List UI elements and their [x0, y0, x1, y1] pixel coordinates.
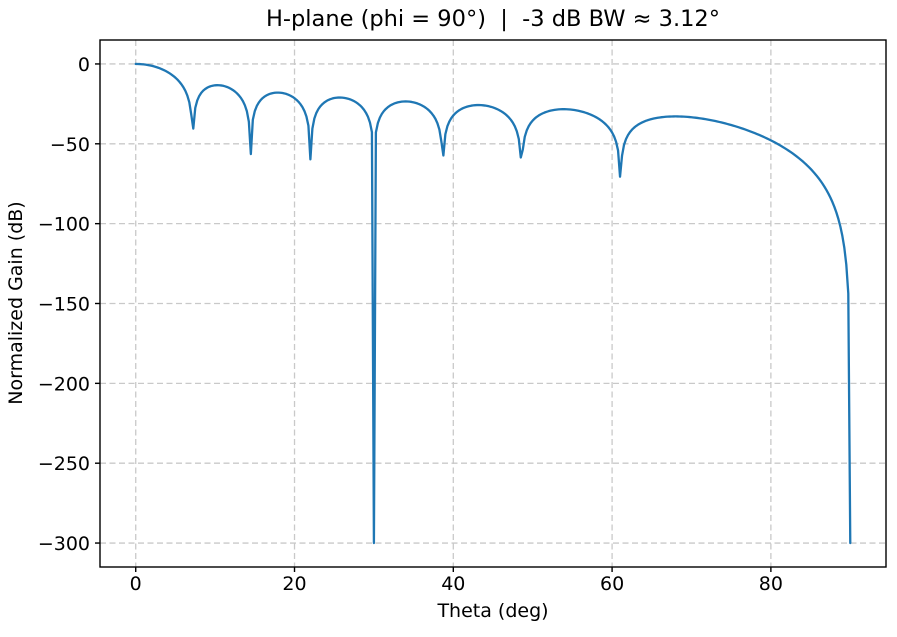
y-tick-labels: 0 −50 −100 −150 −200 −250 −300: [38, 54, 90, 555]
x-tick-label-60: 60: [600, 573, 624, 595]
y-axis-label: Normalized Gain (dB): [5, 201, 27, 404]
y-tick-label-0: 0: [78, 54, 90, 76]
x-tick-label-40: 40: [441, 573, 465, 595]
x-tick-label-20: 20: [282, 573, 306, 595]
axis-tick-marks: [95, 63, 772, 572]
gridlines: [100, 40, 886, 567]
chart-title: H-plane (phi = 90°) | -3 dB BW ≈ 3.12°: [266, 6, 720, 32]
x-tick-label-0: 0: [130, 573, 142, 595]
y-tick-label--50: −50: [50, 134, 90, 156]
y-tick-label--250: −250: [38, 453, 90, 475]
y-tick-label--300: −300: [38, 533, 90, 555]
x-tick-labels: 0 20 40 60 80: [130, 573, 783, 595]
x-axis-label: Theta (deg): [436, 600, 548, 622]
x-tick-label-80: 80: [759, 573, 783, 595]
y-tick-label--200: −200: [38, 373, 90, 395]
y-tick-label--100: −100: [38, 214, 90, 236]
gain-curve: [134, 62, 852, 545]
y-tick-label--150: −150: [38, 294, 90, 316]
